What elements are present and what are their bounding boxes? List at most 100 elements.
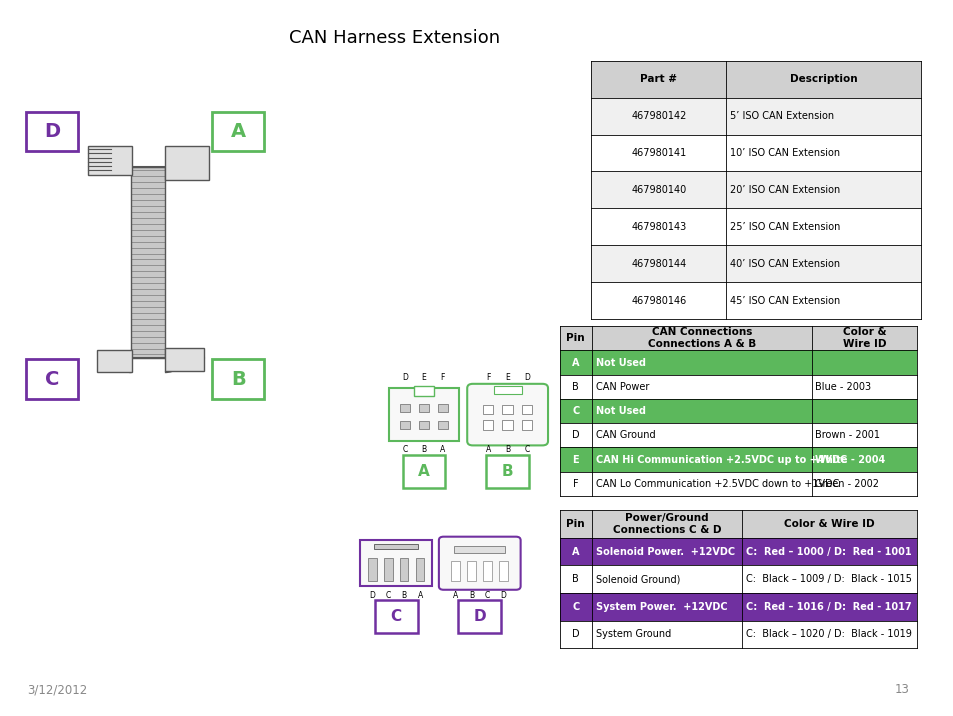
FancyBboxPatch shape [502, 420, 513, 430]
FancyBboxPatch shape [591, 208, 920, 246]
Text: A: A [231, 122, 246, 141]
Text: 467980144: 467980144 [631, 258, 686, 268]
Text: B: B [501, 464, 513, 479]
FancyBboxPatch shape [165, 348, 204, 371]
FancyBboxPatch shape [591, 246, 920, 282]
FancyBboxPatch shape [437, 421, 447, 429]
FancyBboxPatch shape [402, 455, 445, 488]
Text: Description: Description [789, 74, 857, 84]
Text: B: B [504, 445, 510, 455]
Text: Part #: Part # [639, 74, 677, 84]
Text: D: D [45, 122, 60, 141]
Text: System Power.  +12VDC: System Power. +12VDC [595, 601, 726, 611]
Text: D: D [571, 629, 578, 639]
Text: System Ground: System Ground [595, 629, 670, 639]
FancyBboxPatch shape [400, 405, 410, 412]
FancyBboxPatch shape [559, 399, 916, 423]
Text: 10’ ISO CAN Extension: 10’ ISO CAN Extension [729, 148, 840, 158]
Text: C: C [524, 445, 529, 455]
Text: D: D [473, 609, 486, 624]
Text: C: C [572, 406, 578, 416]
Text: B: B [572, 574, 578, 584]
Text: 467980143: 467980143 [631, 222, 686, 232]
FancyBboxPatch shape [559, 510, 916, 538]
Text: 467980140: 467980140 [631, 185, 686, 195]
FancyBboxPatch shape [559, 326, 916, 350]
Text: A: A [485, 445, 490, 455]
FancyBboxPatch shape [521, 405, 532, 414]
FancyBboxPatch shape [212, 359, 264, 399]
FancyBboxPatch shape [437, 405, 447, 412]
FancyBboxPatch shape [400, 421, 410, 429]
Text: E: E [505, 374, 510, 382]
Text: A: A [417, 464, 430, 479]
Text: A: A [572, 357, 578, 367]
FancyBboxPatch shape [559, 472, 916, 496]
Text: CAN Lo Communication +2.5VDC down to +1VDC: CAN Lo Communication +2.5VDC down to +1V… [595, 479, 838, 489]
Text: Pin: Pin [566, 519, 584, 529]
FancyBboxPatch shape [132, 167, 165, 358]
FancyBboxPatch shape [486, 455, 528, 488]
FancyBboxPatch shape [467, 561, 476, 581]
FancyBboxPatch shape [418, 405, 429, 412]
FancyBboxPatch shape [418, 421, 429, 429]
FancyBboxPatch shape [559, 423, 916, 448]
Text: 25’ ISO CAN Extension: 25’ ISO CAN Extension [729, 222, 840, 232]
FancyBboxPatch shape [438, 537, 520, 590]
FancyBboxPatch shape [467, 384, 547, 445]
Text: D: D [402, 374, 408, 382]
FancyBboxPatch shape [457, 600, 500, 632]
Text: A: A [439, 445, 445, 455]
Text: D: D [571, 430, 578, 440]
Text: C: C [402, 445, 408, 455]
FancyBboxPatch shape [559, 621, 916, 648]
FancyBboxPatch shape [88, 145, 132, 175]
FancyBboxPatch shape [375, 600, 417, 632]
Text: C: C [484, 591, 490, 600]
FancyBboxPatch shape [559, 350, 916, 374]
FancyBboxPatch shape [591, 135, 920, 171]
Text: D: D [500, 591, 506, 600]
FancyBboxPatch shape [414, 387, 434, 396]
Text: C: C [572, 601, 578, 611]
Text: Green - 2002: Green - 2002 [815, 479, 879, 489]
Text: Not Used: Not Used [595, 406, 645, 416]
Text: C:  Black – 1009 / D:  Black - 1015: C: Black – 1009 / D: Black - 1015 [745, 574, 911, 584]
FancyBboxPatch shape [374, 544, 417, 549]
FancyBboxPatch shape [559, 448, 916, 472]
Text: 20’ ISO CAN Extension: 20’ ISO CAN Extension [729, 185, 840, 195]
FancyBboxPatch shape [482, 420, 493, 430]
Text: CAN Ground: CAN Ground [595, 430, 655, 440]
Text: B: B [231, 369, 245, 389]
Text: A: A [572, 546, 578, 556]
FancyBboxPatch shape [483, 561, 492, 581]
Text: Power/Ground
Connections C & D: Power/Ground Connections C & D [612, 513, 720, 535]
Text: C: C [390, 609, 401, 624]
Text: 3/12/2012: 3/12/2012 [28, 683, 88, 696]
Text: D: D [369, 591, 375, 600]
Text: CAN Harness Extension: CAN Harness Extension [289, 29, 499, 47]
FancyBboxPatch shape [27, 359, 78, 399]
FancyBboxPatch shape [559, 566, 916, 593]
FancyBboxPatch shape [559, 593, 916, 621]
Text: Solenoid Power.  +12VDC: Solenoid Power. +12VDC [595, 546, 734, 556]
Text: C: C [385, 591, 391, 600]
FancyBboxPatch shape [212, 112, 264, 151]
Text: Color & Wire ID: Color & Wire ID [783, 519, 874, 529]
FancyBboxPatch shape [559, 374, 916, 399]
FancyBboxPatch shape [97, 349, 132, 372]
Text: 40’ ISO CAN Extension: 40’ ISO CAN Extension [729, 258, 840, 268]
FancyBboxPatch shape [451, 561, 459, 581]
Text: B: B [469, 591, 474, 600]
Text: CAN Hi Communication +2.5VDC up to +4VDC: CAN Hi Communication +2.5VDC up to +4VDC [595, 455, 846, 465]
Text: B: B [572, 382, 578, 392]
Text: A: A [453, 591, 458, 600]
FancyBboxPatch shape [591, 282, 920, 319]
FancyBboxPatch shape [591, 97, 920, 135]
Text: F: F [440, 374, 444, 382]
FancyBboxPatch shape [389, 388, 458, 441]
Text: A: A [417, 591, 422, 600]
Text: Brown - 2001: Brown - 2001 [815, 430, 880, 440]
FancyBboxPatch shape [454, 546, 504, 553]
Text: Color &
Wire ID: Color & Wire ID [841, 327, 885, 349]
